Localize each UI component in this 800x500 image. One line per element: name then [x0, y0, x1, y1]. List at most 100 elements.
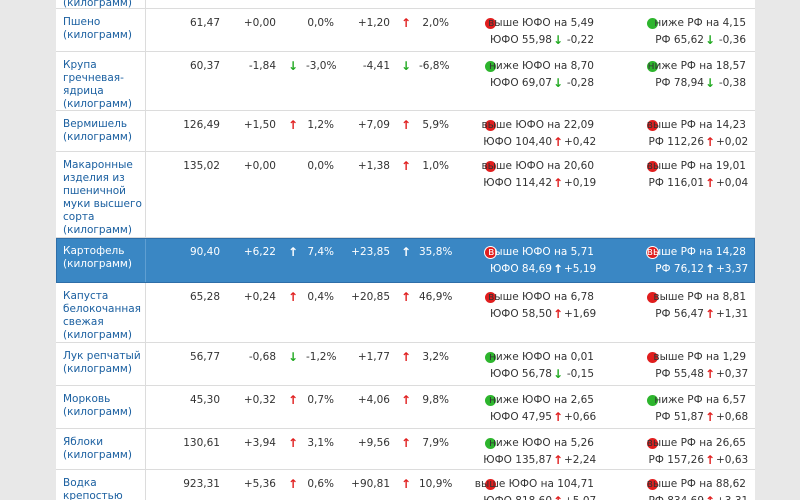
product-name-link[interactable]: (килограмм) [63, 0, 132, 9]
ufo-average-value: ЮФО 55,98 [489, 34, 552, 46]
weekly-change-value: +3,94 [243, 437, 276, 449]
table-row[interactable]: Морковь (килограмм) 45,30 +0,32 ↑ 0,7% +4,06 ↑… [56, 386, 755, 429]
table-row[interactable]: (килограмм) [56, 0, 755, 9]
weekly-change-percent: -3,0% [306, 60, 337, 72]
arrow-up-icon: ↑ [400, 350, 412, 364]
arrow-down-icon: ↓ [552, 367, 564, 381]
product-name-cell: Водка крепостью 40% [56, 470, 146, 500]
arrow-up-icon: ↑ [552, 135, 564, 149]
ufo-comparison-text: ниже ЮФО на 0,01 [489, 351, 594, 363]
arrow-up-icon: ↑ [704, 262, 716, 276]
table-row[interactable]: Лук репчатый (килограмм) 56,77 -0,68 ↓ -1,2%… [56, 343, 755, 386]
ufo-comparison-text: выше ЮФО на 22,09 [481, 119, 594, 131]
yearly-change-value: +7,09 [357, 119, 390, 131]
product-name-link[interactable]: Макаронные изделия из пшеничной муки выс… [63, 159, 142, 236]
rf-comparison-text: выше РФ на 14,28 [646, 246, 746, 258]
weekly-change-value: -1,84 [248, 60, 276, 72]
weekly-change-percent: 1,2% [307, 119, 334, 131]
price-value: 60,37 [189, 60, 220, 72]
table-row[interactable]: Водка крепостью 40% 923,31 +5,36 ↑ 0,6% +90,8… [56, 470, 755, 500]
weekly-change-percent: 0,6% [307, 478, 334, 490]
arrow-up-icon: ↑ [400, 393, 412, 407]
table-row[interactable]: Пшено (килограмм) 61,47 +0,00 0,0% +1,20 ↑ 2,0… [56, 9, 755, 52]
arrow-up-icon: ↑ [552, 307, 564, 321]
red-status-dot-icon [485, 161, 496, 172]
product-name-link[interactable]: Картофель (килограмм) [63, 245, 132, 270]
ufo-average-value: ЮФО 69,07 [489, 77, 552, 89]
product-name-link[interactable]: Капуста белокочанная свежая (килограмм) [63, 290, 141, 341]
red-status-dot-icon [647, 247, 658, 258]
product-name-link[interactable]: Яблоки (килограмм) [63, 436, 132, 461]
arrow-up-icon: ↑ [704, 494, 716, 500]
yearly-change-value: +4,06 [357, 394, 390, 406]
product-name-cell: Морковь (килограмм) [56, 386, 146, 428]
arrow-up-icon: ↑ [400, 477, 412, 491]
green-status-dot-icon [485, 352, 496, 363]
product-name-link[interactable]: Морковь (килограмм) [63, 393, 132, 418]
yearly-change-percent: 2,0% [422, 17, 449, 29]
yearly-change-value: +23,85 [351, 246, 390, 258]
product-name-link[interactable]: Крупа гречневая-ядрица (килограмм) [63, 59, 132, 110]
table-row[interactable]: Капуста белокочанная свежая (килограмм) 6… [56, 283, 755, 343]
product-name-cell: Картофель (килограмм) [56, 238, 146, 282]
price-value: 65,28 [189, 291, 220, 303]
product-name-cell: Вермишель (килограмм) [56, 111, 146, 151]
table-row[interactable]: Вермишель (килограмм) 126,49 +1,50 ↑ 1,2% +7,… [56, 111, 755, 152]
table-row[interactable]: Картофель (килограмм) 90,40 +6,22 ↑ 7,4% +23,… [56, 238, 755, 283]
rf-average-value: РФ 78,94 [655, 77, 704, 89]
rf-average-change: +0,68 [716, 411, 749, 423]
yearly-change-percent: 9,8% [422, 394, 449, 406]
table-row[interactable]: Яблоки (килограмм) 130,61 +3,94 ↑ 3,1% +9,56 ↑… [56, 429, 755, 470]
yearly-change-percent: 7,9% [422, 437, 449, 449]
green-status-dot-icon [647, 61, 658, 72]
weekly-change-percent: 0,0% [307, 160, 334, 172]
ufo-average-value: ЮФО 818,60 [464, 494, 552, 500]
arrow-up-icon: ↑ [287, 245, 299, 259]
arrow-up-icon: ↑ [552, 262, 564, 276]
arrow-up-icon: ↑ [287, 393, 299, 407]
rf-average-change: +0,02 [716, 136, 749, 148]
yearly-change-percent: 3,2% [422, 351, 449, 363]
product-name-link[interactable]: Лук репчатый (килограмм) [63, 350, 141, 375]
rf-comparison-text: выше РФ на 19,01 [646, 160, 746, 172]
table-row[interactable]: Крупа гречневая-ядрица (килограмм) 60,37 -… [56, 52, 755, 111]
rf-average-change: +3,31 [716, 494, 748, 500]
green-status-dot-icon [485, 438, 496, 449]
weekly-change-value: +6,22 [243, 246, 276, 258]
yearly-change-value: +1,38 [357, 160, 390, 172]
rf-average-value: РФ 56,47 [655, 308, 704, 320]
weekly-change-value: +0,32 [243, 394, 276, 406]
ufo-comparison-text: выше ЮФО на 5,49 [488, 17, 594, 29]
yearly-change-percent: 5,9% [422, 119, 449, 131]
rf-comparison-text: ниже РФ на 6,57 [654, 394, 746, 406]
product-name-link[interactable]: Пшено (килограмм) [63, 16, 132, 41]
arrow-up-icon: ↑ [400, 245, 412, 259]
rf-average-value: РФ 55,48 [655, 368, 704, 380]
weekly-change-percent: 0,7% [307, 394, 334, 406]
arrow-up-icon: ↑ [704, 135, 716, 149]
red-status-dot-icon [485, 120, 496, 131]
arrow-up-icon: ↑ [287, 436, 299, 450]
arrow-up-icon: ↑ [287, 118, 299, 132]
arrow-up-icon: ↑ [400, 118, 412, 132]
arrow-up-icon: ↑ [704, 307, 716, 321]
ufo-average-change: -0,22 [566, 34, 594, 46]
red-status-dot-icon [485, 292, 496, 303]
ufo-average-value: ЮФО 56,78 [489, 368, 552, 380]
price-value: 90,40 [189, 246, 220, 258]
weekly-change-value: +0,00 [243, 160, 276, 172]
product-name-link[interactable]: Водка крепостью 40% [63, 477, 123, 500]
rf-average-value: РФ 157,26 [648, 454, 704, 466]
product-name-link[interactable]: Вермишель (килограмм) [63, 118, 132, 143]
yearly-change-value: +20,85 [351, 291, 390, 303]
weekly-change-percent: 3,1% [307, 437, 334, 449]
price-value: 135,02 [183, 160, 220, 172]
arrow-down-icon: ↓ [704, 76, 716, 90]
ufo-comparison-text: выше ЮФО на 104,71 [474, 478, 594, 490]
price-value: 130,61 [183, 437, 220, 449]
table-row[interactable]: Макаронные изделия из пшеничной муки выс… [56, 152, 755, 238]
rf-average-value: РФ 51,87 [655, 411, 704, 423]
ufo-average-change: +5,19 [564, 263, 597, 275]
rf-average-value: РФ 112,26 [648, 136, 704, 148]
rf-comparison-text: ниже РФ на 4,15 [654, 17, 746, 29]
